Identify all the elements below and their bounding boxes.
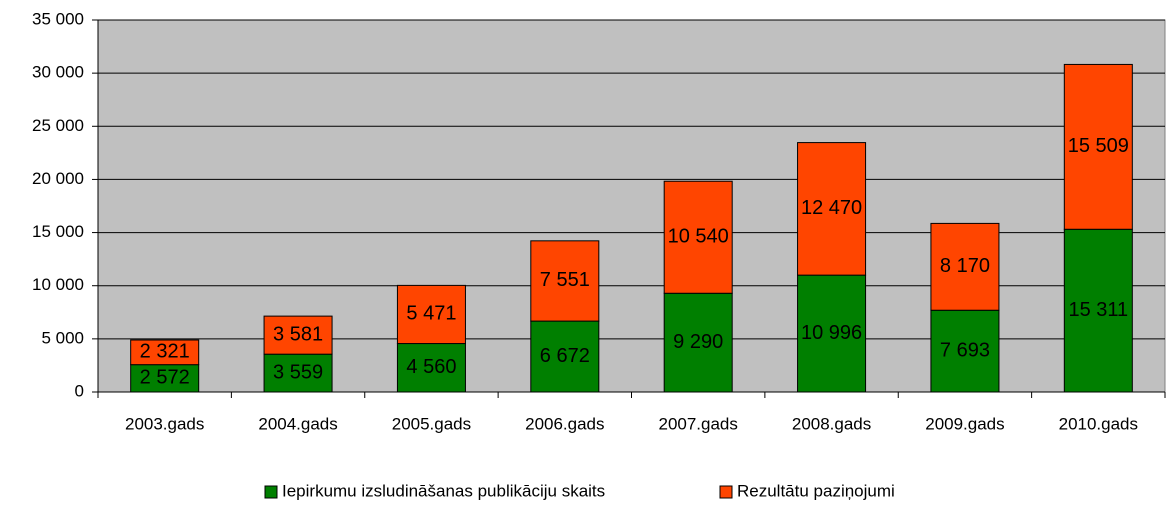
bar-segment [930,222,1000,311]
data-label: 7 551 [540,269,590,291]
data-label: 15 311 [1068,299,1128,321]
data-label: 15 509 [1068,135,1129,157]
data-label: 9 290 [673,331,723,353]
x-tick-label: 2007.gads [658,414,737,433]
data-label: 10 996 [801,322,862,344]
y-tick-label: 25 000 [32,116,84,135]
bar-segment [663,292,733,393]
x-tick-label: 2008.gads [792,414,871,433]
legend-label: Rezultātu paziņojumi [737,481,895,500]
legend-swatch [264,485,278,499]
bar-segment [263,315,333,355]
bar-segment [530,320,600,393]
data-label: 10 540 [668,226,729,248]
bar-segment [930,309,1000,393]
x-tick-label: 2009.gads [925,414,1004,433]
bar-segment [797,142,867,276]
y-tick-label: 35 000 [32,9,84,28]
x-tick-label: 2003.gads [125,414,204,433]
bar-segment [130,339,200,366]
y-tick-label: 30 000 [32,63,84,82]
y-tick-label: 15 000 [32,222,84,241]
data-label: 3 581 [273,323,323,345]
x-tick-label: 2004.gads [258,414,337,433]
y-tick-label: 5 000 [41,328,84,347]
y-tick-label: 10 000 [32,275,84,294]
x-tick-label: 2010.gads [1059,414,1138,433]
bar-segment [530,240,600,322]
legend-swatch [719,485,733,499]
bar-segment [263,353,333,393]
data-label: 4 560 [406,356,456,378]
bar-segment [396,284,466,345]
bar-segment [1063,63,1133,230]
data-label: 3 559 [273,361,323,383]
bar-segment [396,343,466,393]
data-label: 8 170 [940,255,990,277]
y-tick-label: 20 000 [32,169,84,188]
data-label: 2 321 [140,341,190,363]
data-label: 7 693 [940,339,990,361]
bar-segment [797,274,867,393]
data-label: 5 471 [406,303,456,325]
data-label: 12 470 [801,197,862,219]
x-tick-label: 2005.gads [392,414,471,433]
plot-area [97,19,1166,393]
data-label: 2 572 [140,367,190,389]
data-label: 6 672 [540,345,590,367]
y-tick-label: 0 [75,381,84,400]
legend-label: Iepirkumu izsludināšanas publikāciju ska… [282,481,605,500]
bar-segment [130,364,200,393]
bar-segment [663,180,733,294]
x-tick-label: 2006.gads [525,414,604,433]
bar-segment [1063,228,1133,393]
